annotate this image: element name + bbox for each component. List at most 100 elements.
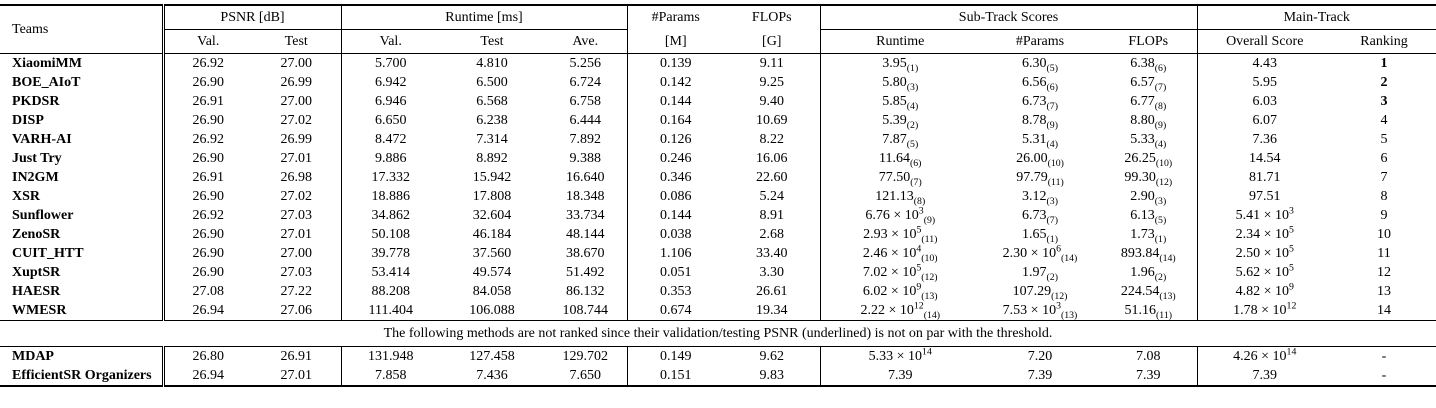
cell-overall-score: 2.50 × 105 — [1196, 244, 1332, 263]
cell-subtrack-flops: 99.30(12) — [1124, 170, 1173, 187]
cell-team: XSR — [0, 187, 165, 206]
cell-params: 0.126 — [626, 130, 724, 149]
cell-runtime-val: 17.332 — [340, 168, 440, 187]
cell-subtrack-params: 7.20 — [1027, 349, 1053, 364]
cell-params: 0.051 — [626, 263, 724, 282]
cell-psnr-test: 27.01 — [280, 227, 313, 242]
cell-runtime-test: 8.892 — [476, 151, 508, 166]
cell-runtime-ave: 129.702 — [562, 349, 609, 364]
cell-runtime-val: 7.858 — [340, 366, 440, 386]
cell-runtime-val: 88.208 — [340, 282, 440, 301]
cell-runtime-val: 50.108 — [340, 225, 440, 244]
cell-overall-score: 7.36 — [1196, 130, 1332, 149]
cell-flops: 9.62 — [759, 349, 785, 364]
ranked-rows-body: XiaomiMM 26.92 27.00 5.700 4.810 5.256 0.139 9.… — [0, 53, 1436, 321]
cell-params: 0.164 — [626, 111, 724, 130]
cell-team: PKDSR — [0, 92, 165, 111]
cell-subtrack-params: 6.73(7) — [1022, 208, 1058, 225]
cell-ranking: 2 — [1380, 75, 1388, 90]
cell-overall-score: 2.34 × 105 — [1196, 225, 1332, 244]
cell-params: 0.144 — [626, 206, 724, 225]
cell-flops: 9.11 — [759, 56, 784, 71]
col-header-psnr-val: Val. — [197, 34, 220, 49]
cell-overall-score: 1.78 × 1012 — [1196, 301, 1332, 321]
cell-subtrack-runtime: 3.95(1) — [819, 53, 980, 73]
cell-subtrack-runtime: 7.02 × 105(12) — [819, 263, 980, 282]
cell-psnr-val: 26.92 — [192, 208, 225, 223]
cell-psnr-val: 27.08 — [192, 284, 225, 299]
cell-runtime-ave: 33.734 — [566, 208, 605, 223]
cell-runtime-ave: 108.744 — [562, 303, 609, 318]
cell-team: Just Try — [0, 149, 165, 168]
cell-runtime-val: 18.886 — [340, 187, 440, 206]
cell-psnr-test: 27.03 — [280, 208, 313, 223]
cell-runtime-ave: 7.650 — [569, 368, 602, 383]
table-row: XuptSR 26.90 27.03 53.414 49.574 51.492 0.051 3… — [0, 263, 1436, 282]
cell-runtime-val: 53.414 — [340, 263, 440, 282]
col-header-runtime-test: Test — [480, 34, 504, 49]
col-header-runtime-val: Val. — [340, 29, 440, 54]
cell-team: XuptSR — [0, 263, 165, 282]
cell-team: XiaomiMM — [0, 53, 165, 73]
cell-subtrack-params: 6.73(7) — [1022, 94, 1058, 111]
cell-subtrack-params: 6.56(6) — [1022, 75, 1058, 92]
cell-overall-score: 5.95 — [1196, 73, 1332, 92]
cell-runtime-val: 8.472 — [340, 130, 440, 149]
table-row: IN2GM 26.91 26.98 17.332 15.942 16.640 0.346 22… — [0, 168, 1436, 187]
cell-subtrack-runtime: 5.85(4) — [819, 92, 980, 111]
cell-runtime-test: 7.436 — [476, 368, 508, 383]
cell-team: HAESR — [0, 282, 165, 301]
cell-overall-score: 5.62 × 105 — [1196, 263, 1332, 282]
table-row: PKDSR 26.91 27.00 6.946 6.568 6.758 0.144 9.40 5… — [0, 92, 1436, 111]
col-group-flops: FLOPs — [751, 10, 792, 26]
cell-subtrack-flops: 6.13(5) — [1130, 208, 1167, 225]
cell-subtrack-params: 1.97(2) — [1022, 265, 1058, 282]
cell-psnr-val: 26.90 — [192, 265, 225, 280]
cell-params: 0.246 — [626, 149, 724, 168]
cell-params: 0.139 — [626, 53, 724, 73]
col-header-subtrack-flops: FLOPs — [1128, 34, 1169, 49]
cell-subtrack-flops: 1.96(2) — [1130, 265, 1167, 282]
cell-overall-score: 4.26 × 1014 — [1196, 346, 1332, 366]
unranked-note: The following methods are not ranked sin… — [0, 320, 1436, 347]
cell-runtime-test: 127.458 — [469, 349, 515, 364]
cell-runtime-ave: 51.492 — [566, 265, 605, 280]
note-band: The following methods are not ranked sin… — [0, 320, 1436, 347]
cell-subtrack-flops: 5.33(4) — [1130, 132, 1167, 149]
cell-subtrack-flops: 51.16(11) — [1124, 303, 1172, 321]
col-header-overall-score: Overall Score — [1196, 29, 1332, 54]
cell-subtrack-flops: 1.73(1) — [1130, 227, 1167, 244]
table-header: Teams PSNR [dB] Runtime [ms] #Params FLO… — [0, 5, 1436, 54]
table-row: HAESR 27.08 27.22 88.208 84.058 86.132 0.353 26… — [0, 282, 1436, 301]
cell-psnr-test: 27.00 — [280, 246, 313, 261]
cell-subtrack-flops: 6.38(6) — [1130, 56, 1167, 73]
cell-runtime-test: 7.314 — [476, 132, 508, 147]
col-header-teams: Teams — [0, 5, 165, 54]
table-row: CUIT_HTT 26.90 27.00 39.778 37.560 38.670 1.10… — [0, 244, 1436, 263]
cell-subtrack-runtime: 5.39(2) — [819, 111, 980, 130]
cell-subtrack-runtime: 2.22 × 1012(14) — [819, 301, 980, 321]
col-group-subtrack: Sub-Track Scores — [819, 5, 1197, 30]
cell-flops: 8.91 — [759, 208, 785, 223]
cell-psnr-test: 27.02 — [280, 189, 313, 204]
cell-subtrack-params: 6.30(5) — [1022, 56, 1058, 73]
cell-runtime-test: 46.184 — [472, 227, 512, 242]
cell-flops: 10.69 — [756, 113, 788, 128]
cell-subtrack-params: 1.65(1) — [1022, 227, 1058, 244]
cell-subtrack-params: 7.39 — [1027, 368, 1053, 383]
cell-ranking: 12 — [1377, 265, 1391, 280]
cell-psnr-val: 26.90 — [192, 75, 225, 90]
cell-psnr-val: 26.90 — [192, 189, 225, 204]
table-row: MDAP 26.80 26.91 131.948 127.458 129.702 0.149… — [0, 346, 1436, 366]
cell-ranking: 11 — [1377, 246, 1391, 261]
col-header-params-unit: [M] — [626, 29, 724, 54]
cell-flops: 19.34 — [756, 303, 788, 318]
cell-ranking: 13 — [1377, 284, 1391, 299]
cell-team: ZenoSR — [0, 225, 165, 244]
cell-subtrack-runtime: 5.80(3) — [819, 73, 980, 92]
cell-psnr-test: 26.99 — [280, 132, 313, 147]
cell-subtrack-params: 107.29(12) — [1012, 284, 1068, 301]
cell-team: BOE_AIoT — [0, 73, 165, 92]
cell-overall-score: 97.51 — [1196, 187, 1332, 206]
cell-params: 0.142 — [626, 73, 724, 92]
